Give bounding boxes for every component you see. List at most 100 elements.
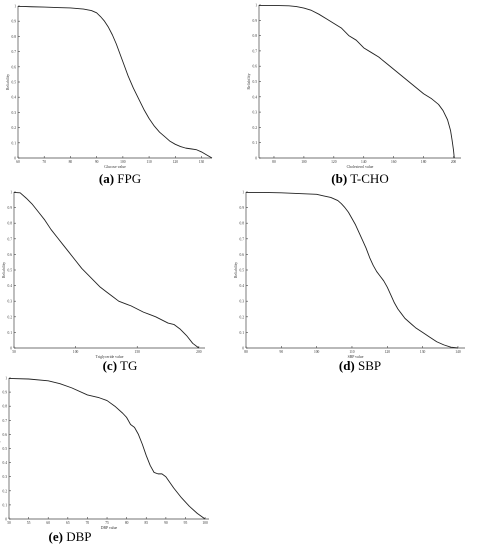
x-tick-label: 110 — [349, 350, 354, 354]
y-tick-label: 1 — [10, 191, 12, 195]
y-tick-label: 0.9 — [8, 206, 13, 210]
y-tick-label: 0.2 — [8, 315, 13, 319]
x-tick-label: 65 — [66, 521, 70, 525]
x-tick-label: 150 — [135, 350, 141, 354]
x-tick-label: 95 — [184, 521, 188, 525]
y-tick-label: 0.4 — [12, 96, 17, 100]
y-tick-label: 0 — [255, 157, 257, 161]
caption-label: SBP — [358, 358, 382, 373]
x-tick-label: 100 — [120, 160, 126, 164]
y-tick-label: 1 — [5, 377, 7, 381]
y-tick-label: 0.3 — [253, 111, 258, 115]
x-tick-label: 80 — [125, 521, 129, 525]
y-tick-label: 0.4 — [240, 284, 245, 288]
y-tick-label: 0.5 — [8, 269, 13, 273]
y-axis-label: Reliability — [6, 74, 10, 90]
caption-label: FPG — [117, 171, 142, 186]
y-tick-label: 0.6 — [240, 253, 245, 257]
x-tick-label: 120 — [173, 160, 179, 164]
y-tick-label: 0.6 — [8, 253, 13, 257]
caption-sbp: (d) SBP — [300, 358, 420, 374]
caption-label: TG — [120, 358, 138, 373]
chart-panel-fpg: 0 0.1 0.2 0.3 0.4 0.5 0.6 0.7 0.8 0.9 1 60 70 80 90 100… — [0, 0, 240, 192]
x-tick-label: 160 — [391, 160, 397, 164]
y-tick-label: 0.7 — [8, 237, 13, 241]
caption-tag: (a) — [98, 171, 115, 186]
x-axis-label: SBP value — [348, 355, 364, 359]
x-tick-label: 90 — [164, 521, 168, 525]
caption-label: DBP — [66, 529, 92, 544]
dbp-reliability-chart: 0 0.1 0.2 0.3 0.4 0.5 0.6 0.7 0.8 0.9 1 50 55 60 65 70 7… — [0, 377, 209, 530]
x-tick-label: 100 — [301, 160, 307, 164]
caption-tag: (b) — [331, 171, 348, 186]
caption-fpg: (a) FPG — [60, 171, 180, 187]
y-tick-label: 0.5 — [253, 80, 258, 84]
y-tick-label: 0.1 — [12, 141, 17, 145]
x-tick-label: 120 — [385, 350, 391, 354]
x-tick-label: 140 — [361, 160, 367, 164]
x-tick-label: 50 — [7, 521, 11, 525]
caption-tcho: (b) T-CHO — [300, 171, 420, 187]
caption-tag: (e) — [48, 529, 63, 544]
x-tick-label: 130 — [420, 350, 426, 354]
x-tick-label: 130 — [199, 160, 205, 164]
y-tick-label: 0.5 — [3, 447, 8, 451]
caption-tag: (c) — [102, 358, 118, 373]
reliability-curve — [259, 5, 455, 159]
y-tick-label: 0.5 — [12, 81, 17, 85]
y-tick-label: 0.1 — [240, 331, 245, 335]
y-tick-label: 0.2 — [3, 489, 8, 493]
x-axis-label: Glucose value — [104, 165, 126, 169]
x-tick-label: 90 — [280, 350, 284, 354]
x-tick-label: 110 — [146, 160, 151, 164]
x-tick-label: 70 — [42, 160, 46, 164]
x-tick-label: 80 — [69, 160, 73, 164]
reliability-curve — [246, 192, 458, 349]
y-axis-label: Reliability — [0, 440, 1, 456]
x-tick-label: 120 — [331, 160, 337, 164]
y-tick-label: 0.3 — [3, 475, 8, 479]
y-tick-label: 0.9 — [3, 391, 8, 395]
x-tick-label: 85 — [144, 521, 148, 525]
x-tick-label: 60 — [46, 521, 50, 525]
y-tick-label: 0.2 — [240, 315, 245, 319]
y-axis-label: Reliability — [2, 262, 6, 278]
sbp-reliability-chart: 0 0.1 0.2 0.3 0.4 0.5 0.6 0.7 0.8 0.9 1 80 90 100 110 1… — [234, 191, 465, 359]
chart-panel-tcho: 0 0.1 0.2 0.3 0.4 0.5 0.6 0.7 0.8 0.9 1 80 100 120 140… — [240, 0, 480, 192]
y-tick-label: 0.7 — [12, 50, 17, 54]
y-tick-label: 0.3 — [240, 300, 245, 304]
reliability-curve — [18, 6, 213, 159]
x-tick-label: 180 — [421, 160, 427, 164]
y-tick-label: 0 — [5, 518, 7, 522]
y-tick-label: 0.9 — [240, 206, 245, 210]
caption-label: T-CHO — [350, 171, 389, 186]
x-tick-label: 140 — [455, 350, 461, 354]
y-tick-label: 0.4 — [253, 95, 258, 99]
x-tick-label: 100 — [314, 350, 320, 354]
y-tick-label: 0.6 — [3, 433, 8, 437]
x-tick-label: 75 — [105, 521, 109, 525]
chart-panel-tg: 0 0.1 0.2 0.3 0.4 0.5 0.6 0.7 0.8 0.9 1 50 100 150 200… — [0, 185, 240, 377]
x-axis-label: Triglyceride value — [96, 355, 124, 359]
x-tick-label: 70 — [86, 521, 90, 525]
x-axis-label: Cholesterol value — [347, 165, 374, 169]
y-tick-label: 0 — [14, 157, 16, 161]
y-tick-label: 0.8 — [3, 405, 8, 409]
y-tick-label: 0.8 — [8, 222, 13, 226]
caption-tag: (d) — [338, 358, 355, 373]
y-tick-label: 0.3 — [12, 111, 17, 115]
y-tick-label: 0.8 — [12, 35, 17, 39]
y-tick-label: 0.4 — [8, 284, 13, 288]
y-tick-label: 0.6 — [12, 65, 17, 69]
y-tick-label: 0.5 — [240, 269, 245, 273]
x-tick-label: 200 — [196, 350, 202, 354]
y-tick-label: 0.8 — [253, 34, 258, 38]
y-tick-label: 1 — [255, 4, 257, 8]
x-tick-label: 50 — [12, 350, 16, 354]
caption-tg: (c) TG — [60, 358, 180, 374]
y-tick-label: 0 — [10, 347, 12, 351]
y-tick-label: 1 — [242, 191, 244, 195]
y-tick-label: 0.2 — [253, 126, 258, 130]
